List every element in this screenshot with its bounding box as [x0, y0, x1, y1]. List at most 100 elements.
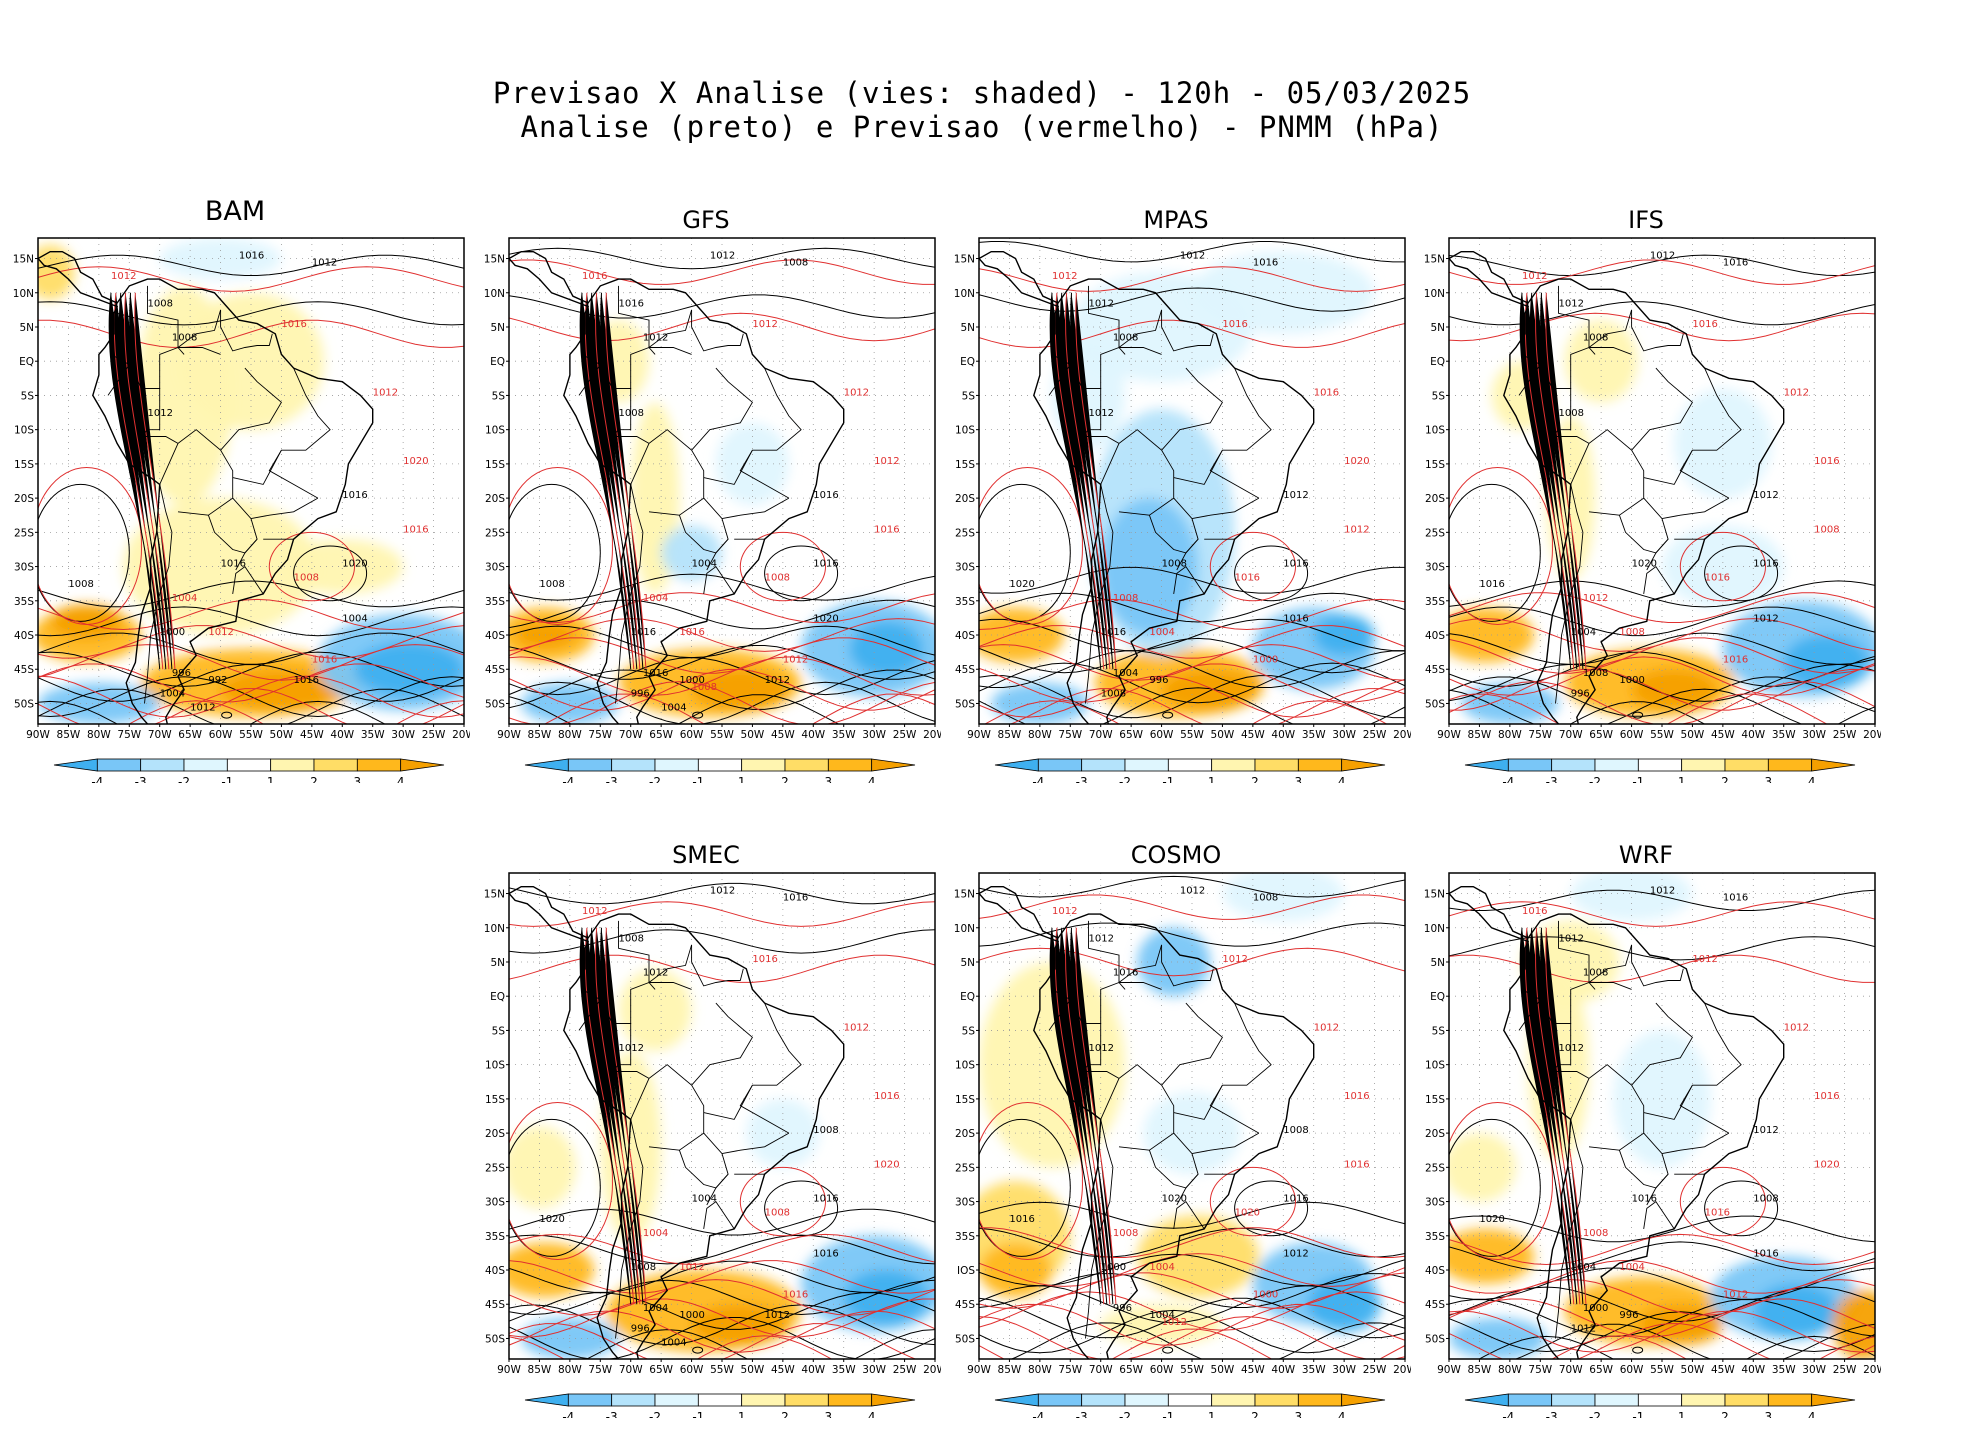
forecast-contour-label: 1020	[1235, 1207, 1260, 1218]
analysis-contour-label: 1016	[619, 298, 644, 309]
colorbar-label: -3	[606, 1410, 618, 1418]
lon-tick-label: 25W	[1363, 729, 1387, 741]
forecast-labels: 1016 1012 1012 1016 1020 1016 1008 1004 1012	[1522, 906, 1840, 1300]
forecast-contour-label: 1008	[765, 1207, 790, 1218]
forecast-contour-label: 1020	[1344, 456, 1369, 467]
analysis-contour-label: 1012	[1089, 1043, 1114, 1054]
analysis-contour-label: 1020	[1009, 579, 1034, 590]
lon-tick-label: 35W	[361, 729, 385, 741]
analysis-contour-label: 1008	[783, 257, 808, 268]
lon-tick-label: 20W	[452, 729, 470, 741]
analysis-isobar	[509, 645, 935, 680]
analysis-contour-label: 1004	[342, 613, 367, 624]
colorbar-segment	[611, 758, 656, 772]
forecast-isobar	[979, 266, 1405, 292]
lat-tick-label: 10S	[955, 425, 975, 437]
analysis-isobar	[38, 301, 464, 326]
forecast-isobar	[509, 656, 935, 696]
lat-tick-label: 50S	[1425, 698, 1445, 710]
colorbar-label: 2	[781, 1410, 789, 1418]
colorbar-label: -1	[1162, 1410, 1174, 1418]
country-borders	[1518, 285, 1742, 704]
analysis-contour-label: 1012	[643, 968, 668, 979]
lat-tick-label: EQ	[490, 991, 505, 1003]
analysis-contour-label: 1016	[783, 892, 808, 903]
bias-shading	[509, 968, 935, 1359]
analysis-contour-label: 1012	[1559, 298, 1584, 309]
analysis-contours	[1449, 889, 1875, 1359]
forecast-contour-label: 1012	[844, 387, 869, 398]
forecast-labels: 1016 1012 1012 1012 1016 1008 1004 1016 1012 1008	[582, 271, 900, 693]
forecast-contour-label: 1016	[582, 271, 607, 282]
colorbar-segment	[1037, 1393, 1083, 1407]
lon-tick-label: 80W	[1498, 729, 1522, 741]
colorbar-label: -3	[1076, 1410, 1088, 1418]
forecast-contour-label: 1004	[643, 593, 668, 604]
analysis-contour-label: 1004	[661, 702, 686, 713]
forecast-contour-label: 1012	[582, 906, 607, 917]
panel-wrf: WRF 1012 1016 1012 1008 1012 1012 1008 1016 1020 1…	[1411, 823, 1881, 1418]
forecast-contour-label: 1008	[1583, 1228, 1608, 1239]
analysis-isobar	[585, 1329, 935, 1359]
analysis-contour-label: 1016	[1753, 1248, 1778, 1259]
analysis-isobar	[1449, 688, 1875, 724]
analysis-contour-label: 1008	[1162, 559, 1187, 570]
colorbar-label: -1	[692, 775, 704, 783]
lon-tick-label: 35W	[1302, 729, 1326, 741]
forecast-isobar	[1449, 1298, 1875, 1338]
analysis-contour-label: 1016	[1113, 968, 1138, 979]
lon-tick-label: 70W	[619, 729, 643, 741]
colorbar-segment	[1254, 1393, 1299, 1407]
analysis-isobar	[979, 1201, 1405, 1229]
forecast-isobar	[38, 663, 464, 703]
bias-blob	[1143, 1092, 1241, 1175]
lon-tick-label: 70W	[1559, 729, 1583, 741]
analysis-isobar	[38, 580, 464, 608]
coastline	[509, 885, 845, 1359]
country-borders	[1048, 920, 1272, 1339]
colorbar-label: 3	[1295, 775, 1303, 783]
lon-tick-label: 60W	[680, 1364, 704, 1376]
lat-tick-label: 15N	[13, 254, 34, 266]
lat-tick-label: 10N	[484, 923, 505, 935]
forecast-isobar	[38, 644, 464, 681]
lat-tick-label: 5S	[492, 390, 506, 402]
forecast-contour-label: 1016	[1692, 319, 1717, 330]
forecast-contour-label: 1016	[1235, 572, 1260, 583]
colorbar-segment	[1724, 1393, 1769, 1407]
map-area: 1012 1008 1016 1012 1008 1016 1016 1004 1008 1020…	[508, 237, 936, 725]
lat-tick-label: 10S	[14, 425, 34, 437]
lat-tick-label: 10S	[1425, 1060, 1445, 1072]
analysis-isobar	[979, 662, 1405, 704]
lat-tick-label: 5N	[1430, 957, 1445, 969]
falklands	[692, 1346, 704, 1354]
map-figure: 1012 1016 1012 1008 1012 1012 1016 1008 1020 1016…	[954, 237, 1411, 783]
colorbar-label: 1	[1678, 1410, 1686, 1418]
colorbar-label: -1	[221, 775, 233, 783]
analysis-contour-label: 1008	[148, 298, 173, 309]
forecast-contours	[509, 901, 935, 1359]
analysis-isobar	[1569, 701, 1875, 724]
lat-tick-label: 5N	[960, 322, 975, 334]
grid-lines	[1449, 238, 1875, 724]
analysis-isobar	[509, 599, 935, 630]
country-borders	[1518, 920, 1742, 1339]
forecast-contour-label: 1016	[403, 524, 428, 535]
forecast-contour-label: 1020	[1814, 1159, 1839, 1170]
colorbar-arrow-left	[524, 1393, 569, 1407]
lat-tick-label: 10S	[955, 1060, 975, 1072]
lat-tick-label: 45S	[955, 664, 975, 676]
forecast-contour-label: 1012	[1723, 1289, 1748, 1300]
forecast-isobar	[1449, 1279, 1875, 1316]
falklands	[1162, 711, 1174, 719]
analysis-isobar	[509, 1279, 935, 1316]
country-borders	[107, 285, 331, 704]
colorbar-segment	[183, 758, 228, 772]
lat-tick-label: 30S	[955, 1197, 975, 1209]
colorbar-segment	[784, 1393, 829, 1407]
lat-tick-label: 50S	[955, 698, 975, 710]
lon-tick-label: 20W	[1863, 1364, 1881, 1376]
lon-tick-label: 85W	[528, 1364, 552, 1376]
map-area: 1012101610121008100810121016102010161012…	[1448, 237, 1876, 725]
analysis-isobar	[1449, 1215, 1875, 1243]
